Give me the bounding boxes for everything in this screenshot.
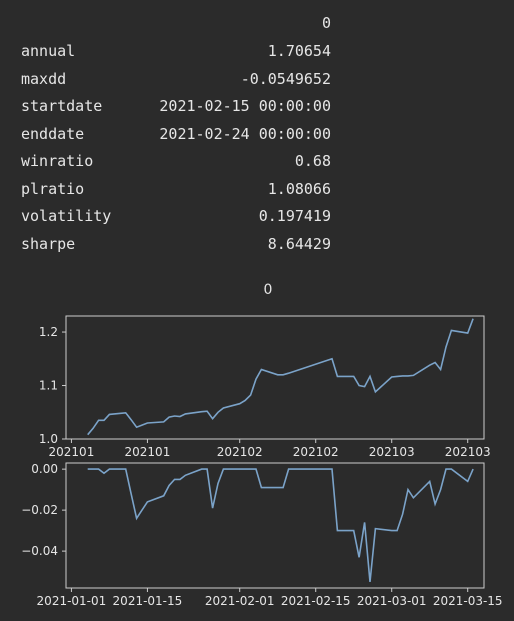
cumulative-return-axes: 1.0 1.1 1.2 202101 202101 202102 202102 202103 2… bbox=[39, 315, 491, 459]
x-tick-label: 2021-03-01 bbox=[357, 594, 427, 608]
stats-key: volatility bbox=[21, 207, 112, 225]
stats-value: 0.197419 bbox=[258, 207, 331, 225]
drawdown-axes: 0.00 −0.02 −0.04 2021-01-01 2021-01-15 2021-0… bbox=[21, 462, 502, 608]
stats-row-winratio: winratio 0.68 bbox=[0, 148, 514, 175]
x-tick-label: 202101 bbox=[49, 445, 95, 459]
y-tick-label: 1.1 bbox=[39, 379, 58, 393]
stats-key: plratio bbox=[21, 180, 85, 198]
stats-value: -0.0549652 bbox=[240, 70, 331, 88]
x-tick-label: 2021-01-15 bbox=[113, 594, 183, 608]
stats-header-row: 0 bbox=[0, 10, 514, 37]
stats-key: annual bbox=[21, 42, 76, 60]
stats-key: enddate bbox=[21, 125, 85, 143]
stats-row-annual: annual 1.70654 bbox=[0, 38, 514, 65]
x-tick-label: 2021-02-15 bbox=[281, 594, 351, 608]
stats-column-header: 0 bbox=[321, 14, 331, 32]
stats-row-plratio: plratio 1.08066 bbox=[0, 176, 514, 203]
stats-value: 1.08066 bbox=[267, 180, 331, 198]
stats-row-maxdd: maxdd -0.0549652 bbox=[0, 66, 514, 93]
plot-frame bbox=[65, 315, 485, 440]
plot-frame bbox=[65, 462, 485, 589]
stats-value: 1.70654 bbox=[267, 42, 331, 60]
stats-value: 8.64429 bbox=[267, 235, 331, 253]
x-tick-label: 2021-01-01 bbox=[37, 594, 107, 608]
series-line bbox=[87, 468, 474, 582]
stats-key: sharpe bbox=[21, 235, 76, 253]
x-tick-label: 202102 bbox=[217, 445, 263, 459]
stats-row-enddate: enddate 2021-02-24 00:00:00 bbox=[0, 121, 514, 148]
stats-value: 0.68 bbox=[294, 152, 331, 170]
stats-key: maxdd bbox=[21, 70, 67, 88]
stats-row-sharpe: sharpe 8.64429 bbox=[0, 231, 514, 258]
x-tick-label: 202103 bbox=[369, 445, 415, 459]
stats-value: 2021-02-15 00:00:00 bbox=[159, 97, 331, 115]
series-line bbox=[87, 318, 474, 436]
figure-title: 0 bbox=[264, 282, 273, 298]
y-tick-label: 1.2 bbox=[39, 325, 58, 339]
stats-row-startdate: startdate 2021-02-15 00:00:00 bbox=[0, 93, 514, 120]
stats-key: startdate bbox=[21, 97, 103, 115]
stats-row-volatility: volatility 0.197419 bbox=[0, 203, 514, 230]
stats-key: winratio bbox=[21, 152, 94, 170]
equity-figure: 0 1.0 1.1 1.2 202101 202101 202102 202102 20210… bbox=[0, 276, 514, 621]
stats-value: 2021-02-24 00:00:00 bbox=[159, 125, 331, 143]
y-tick-label: 0.00 bbox=[31, 462, 58, 476]
y-tick-label: −0.02 bbox=[21, 503, 58, 517]
equity-figure-svg: 0 1.0 1.1 1.2 202101 202101 202102 202102 20210… bbox=[21, 282, 502, 608]
y-tick-label: −0.04 bbox=[21, 544, 58, 558]
x-tick-label: 202102 bbox=[293, 445, 339, 459]
stats-table: 0 annual 1.70654 maxdd -0.0549652 startd… bbox=[0, 0, 514, 270]
x-tick-label: 202101 bbox=[125, 445, 171, 459]
x-tick-label: 2021-02-01 bbox=[205, 594, 275, 608]
x-tick-label: 2021-03-15 bbox=[433, 594, 503, 608]
y-tick-label: 1.0 bbox=[39, 432, 58, 446]
x-tick-label: 202103 bbox=[445, 445, 491, 459]
